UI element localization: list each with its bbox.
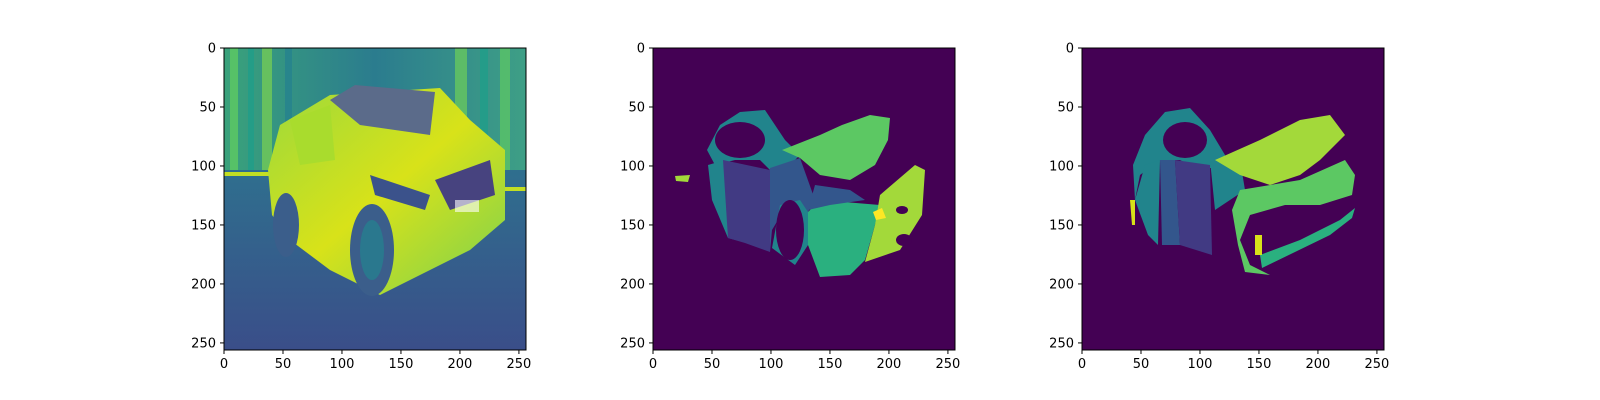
ticks: 0 50 100 150 200 250 0 50 100 150 200 250 <box>1049 42 1389 373</box>
y-tick-label: 50 <box>628 100 645 115</box>
x-tick-label: 100 <box>1188 357 1213 372</box>
panel-segmentation-1: 0 50 100 150 200 250 0 50 100 150 200 250 <box>620 42 960 373</box>
y-tick-label: 100 <box>620 159 645 174</box>
x-tick-label: 200 <box>877 357 902 372</box>
x-tick-label: 250 <box>936 357 961 372</box>
x-tick-label: 150 <box>1247 357 1272 372</box>
x-tick-label: 100 <box>330 357 355 372</box>
y-tick-label: 0 <box>208 42 216 57</box>
y-tick-label: 50 <box>199 100 216 115</box>
car-image <box>224 48 526 350</box>
segmentation-map-1 <box>653 48 955 350</box>
x-tick-label: 250 <box>1365 357 1390 372</box>
x-tick-label: 50 <box>704 357 721 372</box>
y-tick-label: 250 <box>191 336 216 351</box>
y-tick-label: 50 <box>1057 100 1074 115</box>
y-tick-label: 200 <box>191 277 216 292</box>
x-tick-label: 150 <box>389 357 414 372</box>
y-tick-label: 100 <box>191 159 216 174</box>
x-tick-label: 50 <box>275 357 292 372</box>
x-tick-label: 50 <box>1133 357 1150 372</box>
y-tick-label: 150 <box>1049 218 1074 233</box>
y-tick-label: 250 <box>620 336 645 351</box>
ticks: 0 50 100 150 200 250 0 50 100 150 200 250 <box>620 42 960 373</box>
x-tick-label: 250 <box>507 357 532 372</box>
y-tick-label: 0 <box>1066 42 1074 57</box>
axes-frame <box>223 47 527 351</box>
y-tick-label: 200 <box>620 277 645 292</box>
x-tick-label: 0 <box>649 357 657 372</box>
y-tick-label: 150 <box>620 218 645 233</box>
y-tick-label: 0 <box>637 42 645 57</box>
axes-frame <box>652 47 956 351</box>
x-tick-label: 0 <box>220 357 228 372</box>
y-tick-label: 200 <box>1049 277 1074 292</box>
x-tick-label: 100 <box>759 357 784 372</box>
axes-frame <box>1081 47 1385 351</box>
x-tick-label: 200 <box>448 357 473 372</box>
panel-segmentation-2: 0 50 100 150 200 250 0 50 100 150 200 250 <box>1049 42 1389 373</box>
x-tick-label: 200 <box>1306 357 1331 372</box>
ticks: 0 50 100 150 200 250 0 50 100 150 200 250 <box>191 42 531 373</box>
segmentation-map-2 <box>1082 48 1384 350</box>
y-tick-label: 100 <box>1049 159 1074 174</box>
y-tick-label: 250 <box>1049 336 1074 351</box>
x-tick-label: 0 <box>1078 357 1086 372</box>
panel-car-image: 0 50 100 150 200 250 0 50 100 150 200 250 <box>191 42 531 373</box>
y-tick-label: 150 <box>191 218 216 233</box>
x-tick-label: 150 <box>818 357 843 372</box>
